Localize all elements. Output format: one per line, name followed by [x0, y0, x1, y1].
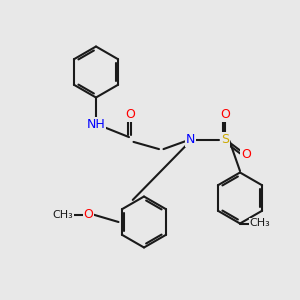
Text: NH: NH — [87, 118, 105, 131]
Text: O: O — [220, 108, 230, 121]
Text: N: N — [186, 133, 195, 146]
Text: S: S — [221, 133, 229, 146]
Text: O: O — [84, 208, 93, 221]
Text: O: O — [126, 108, 135, 121]
Text: O: O — [241, 148, 251, 161]
Text: CH₃: CH₃ — [52, 209, 74, 220]
Text: CH₃: CH₃ — [249, 218, 270, 229]
